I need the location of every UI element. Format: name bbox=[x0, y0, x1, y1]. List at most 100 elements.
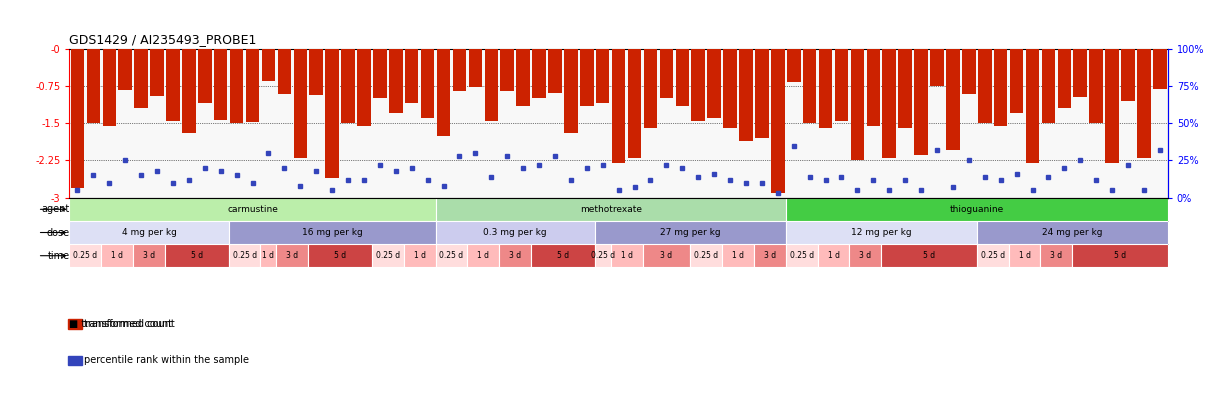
Bar bbox=[531, 244, 595, 267]
Bar bbox=[675, 49, 689, 106]
Bar bbox=[357, 49, 371, 126]
Bar bbox=[835, 49, 848, 121]
Bar bbox=[533, 49, 546, 98]
Text: 0.25 d: 0.25 d bbox=[375, 251, 400, 260]
Text: 4 mg per kg: 4 mg per kg bbox=[122, 228, 177, 237]
Bar bbox=[294, 49, 307, 158]
Text: 0.25 d: 0.25 d bbox=[73, 251, 98, 260]
Text: 0.25 d: 0.25 d bbox=[790, 251, 814, 260]
Bar bbox=[197, 49, 212, 103]
Text: 5 d: 5 d bbox=[334, 251, 346, 260]
Bar bbox=[962, 49, 975, 94]
Bar bbox=[69, 221, 229, 244]
Bar bbox=[1009, 49, 1023, 113]
Bar bbox=[978, 49, 991, 123]
Text: 3 d: 3 d bbox=[859, 251, 872, 260]
Bar bbox=[166, 49, 179, 121]
Text: 5 d: 5 d bbox=[190, 251, 202, 260]
Text: 24 mg per kg: 24 mg per kg bbox=[1042, 228, 1102, 237]
Text: 1 d: 1 d bbox=[262, 251, 274, 260]
Bar bbox=[644, 49, 657, 128]
Bar bbox=[501, 49, 514, 91]
Bar bbox=[372, 244, 403, 267]
Bar bbox=[246, 49, 260, 122]
Text: transformed count: transformed count bbox=[84, 319, 174, 329]
Bar bbox=[182, 49, 195, 133]
Bar bbox=[118, 49, 132, 90]
Bar bbox=[71, 49, 84, 188]
Bar bbox=[628, 49, 641, 158]
Bar bbox=[150, 49, 163, 96]
Bar bbox=[1090, 49, 1103, 123]
Text: 0.25 d: 0.25 d bbox=[694, 251, 718, 260]
Bar bbox=[787, 49, 801, 82]
Bar bbox=[325, 49, 339, 178]
Bar bbox=[133, 244, 165, 267]
Bar bbox=[1074, 49, 1087, 97]
Bar bbox=[500, 244, 531, 267]
Bar bbox=[739, 49, 753, 141]
Bar bbox=[851, 49, 864, 160]
Bar bbox=[1106, 49, 1119, 163]
Text: 3 d: 3 d bbox=[286, 251, 299, 260]
Text: 1 d: 1 d bbox=[733, 251, 744, 260]
Text: 3 d: 3 d bbox=[661, 251, 673, 260]
Bar bbox=[1058, 49, 1072, 108]
Text: 3 d: 3 d bbox=[764, 251, 777, 260]
Text: dose: dose bbox=[46, 228, 69, 237]
Text: methotrexate: methotrexate bbox=[580, 205, 641, 214]
Bar bbox=[102, 49, 116, 126]
Bar bbox=[229, 221, 435, 244]
Bar bbox=[786, 198, 1168, 221]
Text: 3 d: 3 d bbox=[1051, 251, 1063, 260]
Bar bbox=[803, 49, 817, 123]
Text: thioguanine: thioguanine bbox=[950, 205, 1004, 214]
Bar bbox=[659, 49, 673, 98]
Text: 5 d: 5 d bbox=[1114, 251, 1126, 260]
Bar bbox=[1153, 49, 1167, 90]
Bar bbox=[341, 49, 355, 123]
Bar bbox=[914, 49, 928, 156]
Bar bbox=[310, 49, 323, 95]
Text: 0.25 d: 0.25 d bbox=[439, 251, 463, 260]
Bar bbox=[993, 49, 1007, 126]
Bar bbox=[467, 244, 500, 267]
Bar bbox=[405, 49, 418, 103]
Bar bbox=[946, 49, 959, 151]
Bar bbox=[69, 198, 435, 221]
Text: 3 d: 3 d bbox=[510, 251, 522, 260]
Text: 1 d: 1 d bbox=[828, 251, 840, 260]
Bar bbox=[1042, 49, 1056, 123]
Text: carmustine: carmustine bbox=[227, 205, 278, 214]
Bar bbox=[435, 198, 786, 221]
Bar bbox=[468, 49, 483, 87]
Bar bbox=[215, 49, 228, 120]
Bar bbox=[435, 244, 467, 267]
Bar bbox=[229, 244, 261, 267]
Bar bbox=[596, 49, 610, 103]
Text: 1 d: 1 d bbox=[111, 251, 123, 260]
Bar bbox=[484, 49, 499, 121]
Bar bbox=[595, 244, 611, 267]
Bar bbox=[165, 244, 229, 267]
Bar bbox=[723, 49, 736, 128]
Bar bbox=[134, 49, 147, 108]
Text: 16 mg per kg: 16 mg per kg bbox=[302, 228, 362, 237]
Bar bbox=[690, 244, 722, 267]
Bar bbox=[976, 244, 1008, 267]
Bar bbox=[308, 244, 372, 267]
Bar bbox=[403, 244, 435, 267]
Bar bbox=[611, 244, 642, 267]
Bar bbox=[976, 221, 1168, 244]
Text: ■ transformed count: ■ transformed count bbox=[69, 319, 173, 329]
Bar bbox=[691, 49, 705, 121]
Bar bbox=[278, 49, 291, 94]
Text: 0.25 d: 0.25 d bbox=[233, 251, 257, 260]
Bar bbox=[1041, 244, 1073, 267]
Text: 0.3 mg per kg: 0.3 mg per kg bbox=[484, 228, 547, 237]
Text: 5 d: 5 d bbox=[923, 251, 935, 260]
Bar bbox=[1008, 244, 1041, 267]
Text: agent: agent bbox=[41, 204, 69, 214]
Bar bbox=[69, 244, 101, 267]
Bar bbox=[850, 244, 881, 267]
